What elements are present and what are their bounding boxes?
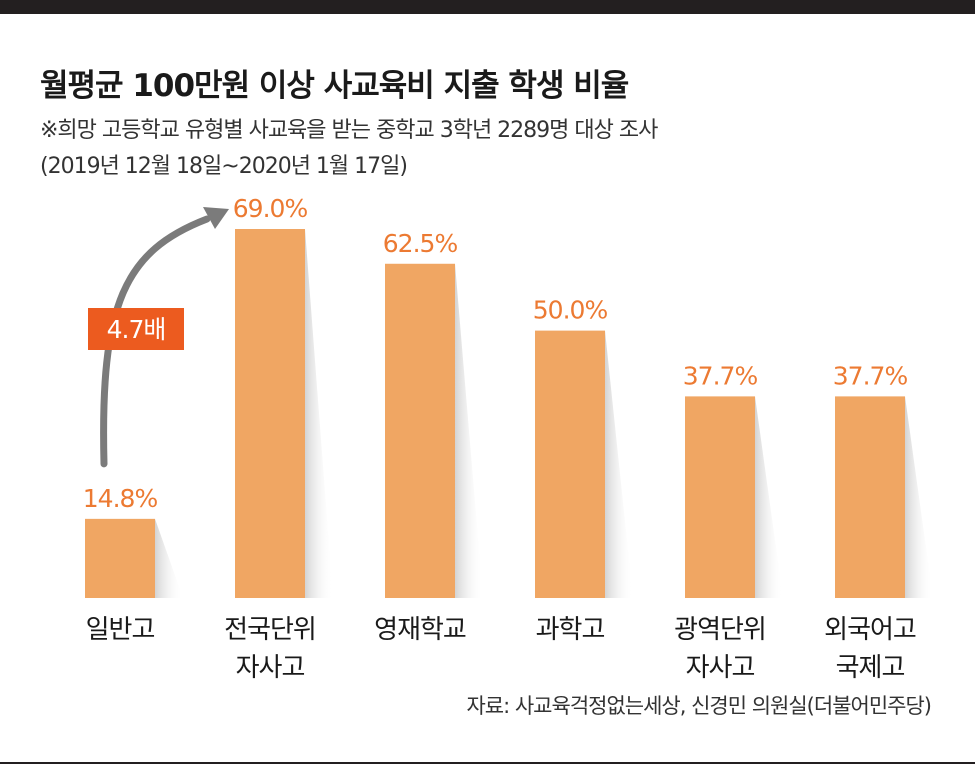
bar-1 bbox=[235, 229, 305, 598]
bar-shadow bbox=[455, 263, 483, 598]
category-label-5-0: 외국어고 bbox=[824, 615, 916, 645]
category-label-4-0: 광역단위 bbox=[674, 615, 766, 645]
category-label-3-0: 과학고 bbox=[536, 615, 605, 645]
category-label-2-0: 영재학교 bbox=[374, 615, 466, 645]
ratio-badge-text: 4.7배 bbox=[107, 315, 166, 344]
category-label-5-1: 국제고 bbox=[836, 653, 905, 683]
chart-title: 월평균 100만원 이상 사교육비 지출 학생 비율 bbox=[40, 68, 629, 104]
bar-shadow bbox=[155, 518, 183, 598]
top-border-bar bbox=[0, 0, 975, 14]
category-label-0-0: 일반고 bbox=[86, 615, 155, 645]
ratio-badge bbox=[88, 308, 184, 350]
chart-subtitle: ※희망 고등학교 유형별 사교육을 받는 중학교 3학년 2289명 대상 조사 bbox=[40, 118, 658, 143]
bottom-rule bbox=[0, 762, 975, 764]
value-label-5: 37.7% bbox=[833, 361, 908, 390]
survey-period: (2019년 12월 18일~2020년 1월 17일) bbox=[40, 154, 408, 179]
bar-3 bbox=[535, 330, 605, 598]
value-label-1: 69.0% bbox=[233, 194, 308, 223]
category-label-1-0: 전국단위 bbox=[224, 615, 316, 645]
bar-shadow bbox=[905, 396, 933, 598]
bar-shadow bbox=[755, 396, 783, 598]
bar-2 bbox=[385, 263, 455, 598]
growth-arrow-head bbox=[203, 207, 229, 229]
bar-shadow bbox=[605, 330, 633, 598]
value-label-2: 62.5% bbox=[383, 229, 458, 258]
category-label-1-1: 자사고 bbox=[236, 653, 305, 683]
bar-shadow bbox=[305, 229, 333, 598]
source-note: 자료: 사교육걱정없는세상, 신경민 의원실(더불어민주당) bbox=[466, 694, 932, 718]
category-label-4-1: 자사고 bbox=[686, 653, 755, 683]
value-label-3: 50.0% bbox=[533, 296, 608, 325]
bar-5 bbox=[835, 396, 905, 598]
value-label-4: 37.7% bbox=[683, 361, 758, 390]
growth-arrow-line bbox=[100, 215, 211, 468]
value-label-0: 14.8% bbox=[83, 484, 158, 513]
bar-0 bbox=[85, 518, 155, 598]
bar-4 bbox=[685, 396, 755, 598]
